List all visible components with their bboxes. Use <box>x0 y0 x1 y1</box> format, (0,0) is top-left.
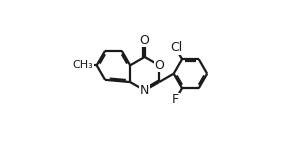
Text: N: N <box>140 84 149 97</box>
Text: CH₃: CH₃ <box>73 60 94 70</box>
Text: O: O <box>140 34 150 47</box>
Text: F: F <box>172 93 179 106</box>
Text: O: O <box>154 59 164 72</box>
Text: Cl: Cl <box>170 41 182 54</box>
